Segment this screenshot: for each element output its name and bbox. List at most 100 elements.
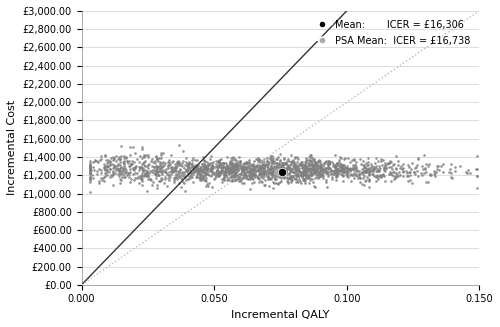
Point bbox=[188, 164, 196, 170]
Point bbox=[200, 161, 208, 166]
Point bbox=[234, 177, 242, 182]
Point bbox=[340, 173, 347, 178]
Point bbox=[167, 165, 175, 170]
Point bbox=[258, 173, 266, 179]
Point bbox=[322, 179, 330, 184]
Point bbox=[318, 167, 326, 172]
Point bbox=[249, 162, 257, 167]
Point bbox=[148, 182, 156, 187]
Point bbox=[246, 169, 254, 174]
Point bbox=[218, 165, 226, 171]
Point bbox=[165, 173, 173, 178]
Point bbox=[358, 169, 366, 175]
Point bbox=[172, 163, 180, 168]
Point bbox=[314, 172, 322, 178]
Point bbox=[128, 162, 136, 167]
Point bbox=[330, 163, 338, 168]
Point bbox=[255, 162, 263, 167]
Point bbox=[230, 168, 238, 173]
Point bbox=[302, 169, 310, 174]
Point bbox=[150, 171, 158, 176]
Point bbox=[276, 159, 284, 164]
Point bbox=[376, 172, 384, 178]
Point bbox=[91, 158, 99, 163]
Point bbox=[334, 166, 342, 172]
Point bbox=[240, 165, 248, 170]
Point bbox=[261, 182, 269, 188]
Point bbox=[284, 171, 292, 176]
Point bbox=[256, 169, 264, 174]
Point bbox=[178, 170, 186, 175]
Point bbox=[249, 170, 257, 175]
Point bbox=[420, 170, 428, 175]
Point bbox=[272, 181, 280, 186]
Point bbox=[132, 164, 140, 169]
Point bbox=[376, 173, 384, 178]
Point bbox=[268, 169, 276, 174]
Point bbox=[208, 163, 216, 168]
Point bbox=[192, 166, 200, 171]
Point bbox=[379, 157, 387, 163]
Point bbox=[239, 164, 247, 169]
Point bbox=[288, 174, 296, 179]
Point bbox=[364, 170, 372, 175]
Point bbox=[158, 161, 166, 166]
Point bbox=[385, 164, 393, 169]
Point bbox=[424, 180, 432, 185]
Point bbox=[372, 174, 380, 179]
Point bbox=[344, 170, 351, 175]
Point bbox=[406, 169, 414, 175]
Point bbox=[309, 163, 317, 168]
Point bbox=[298, 173, 306, 179]
Point bbox=[92, 172, 100, 177]
Point bbox=[278, 170, 286, 175]
Point bbox=[125, 158, 133, 163]
Point bbox=[126, 152, 134, 158]
Point bbox=[335, 164, 343, 169]
Point bbox=[203, 160, 211, 165]
Point bbox=[272, 164, 280, 169]
Point bbox=[327, 172, 335, 177]
Point bbox=[251, 169, 259, 174]
Point bbox=[250, 171, 258, 176]
Point bbox=[236, 171, 244, 177]
Point bbox=[222, 164, 230, 169]
Point bbox=[142, 171, 150, 177]
Point bbox=[115, 169, 123, 175]
Point bbox=[380, 167, 388, 173]
Point bbox=[218, 169, 226, 174]
Point bbox=[230, 169, 237, 174]
Point bbox=[100, 161, 108, 166]
Point bbox=[296, 172, 304, 177]
Point bbox=[228, 164, 236, 169]
Point bbox=[214, 164, 222, 169]
Point bbox=[190, 168, 198, 174]
Point bbox=[230, 169, 238, 175]
Point bbox=[335, 159, 343, 164]
Point bbox=[300, 176, 308, 181]
Point bbox=[154, 169, 162, 174]
Point bbox=[296, 162, 304, 167]
Point bbox=[324, 169, 332, 175]
Point bbox=[122, 169, 130, 174]
Point bbox=[398, 166, 406, 171]
Point bbox=[280, 161, 288, 166]
Point bbox=[137, 176, 145, 181]
Point bbox=[124, 170, 132, 176]
Point bbox=[392, 153, 400, 159]
Point bbox=[234, 167, 242, 172]
Point bbox=[208, 164, 216, 169]
Point bbox=[333, 160, 341, 165]
Point bbox=[181, 162, 189, 167]
Point bbox=[266, 156, 274, 162]
Point bbox=[310, 164, 318, 169]
Point bbox=[270, 159, 278, 164]
Point bbox=[170, 165, 178, 171]
Point bbox=[338, 155, 345, 160]
Point bbox=[342, 165, 350, 170]
Point bbox=[226, 171, 234, 176]
Point bbox=[318, 172, 326, 178]
Point bbox=[240, 171, 248, 176]
Point bbox=[222, 169, 230, 174]
Point bbox=[312, 168, 320, 174]
